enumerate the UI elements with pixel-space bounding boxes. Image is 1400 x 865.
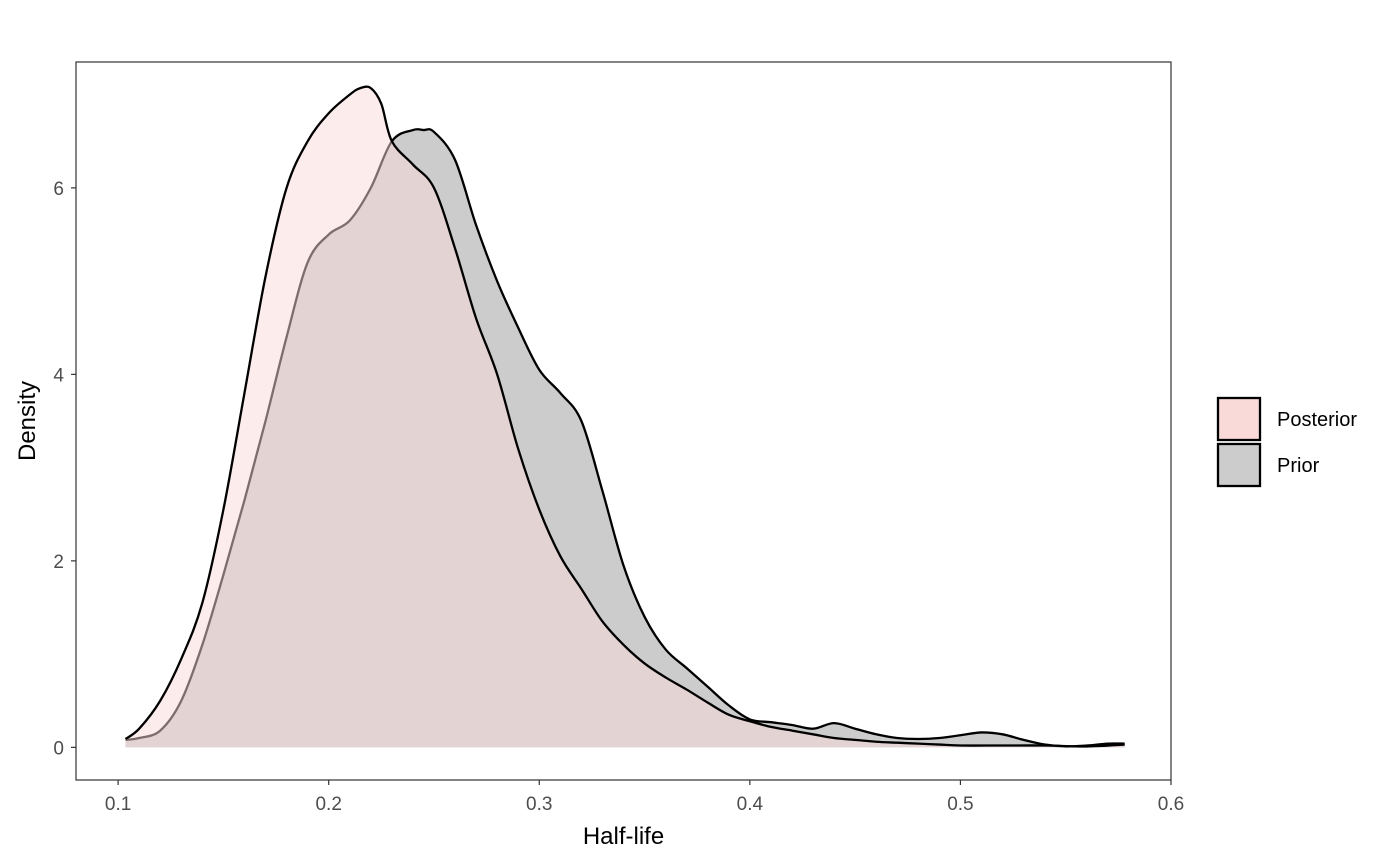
legend: Posterior Prior <box>1216 396 1357 488</box>
legend-item-prior: Prior <box>1216 442 1320 488</box>
x-tick-label: 0.3 <box>526 794 552 815</box>
legend-label-prior: Prior <box>1277 455 1320 477</box>
posterior-line <box>124 85 1125 748</box>
posterior-area <box>125 86 1125 748</box>
y-axis-title: Density <box>14 381 41 461</box>
y-tick-label: 6 <box>53 179 64 200</box>
y-tick-label: 0 <box>53 738 64 759</box>
y-tick-label: 2 <box>53 552 64 573</box>
x-tick-label: 0.2 <box>315 794 341 815</box>
y-axis: 0 2 4 6 <box>53 179 76 759</box>
x-tick-label: 0.1 <box>105 794 131 815</box>
y-tick-label: 4 <box>53 365 64 386</box>
x-tick-label: 0.6 <box>1158 794 1184 815</box>
legend-key-prior <box>1216 442 1262 488</box>
legend-key-posterior <box>1216 396 1262 442</box>
posterior-density <box>124 85 1125 748</box>
legend-label-posterior: Posterior <box>1277 409 1357 431</box>
x-axis-title: Half-life <box>583 823 664 850</box>
density-areas <box>124 85 1125 748</box>
x-tick-label: 0.5 <box>947 794 973 815</box>
panel-border <box>75 61 1172 781</box>
x-tick-label: 0.4 <box>737 794 764 815</box>
legend-item-posterior: Posterior <box>1216 396 1357 442</box>
x-axis: 0.1 0.2 0.3 0.4 0.5 0.6 <box>105 780 1184 815</box>
